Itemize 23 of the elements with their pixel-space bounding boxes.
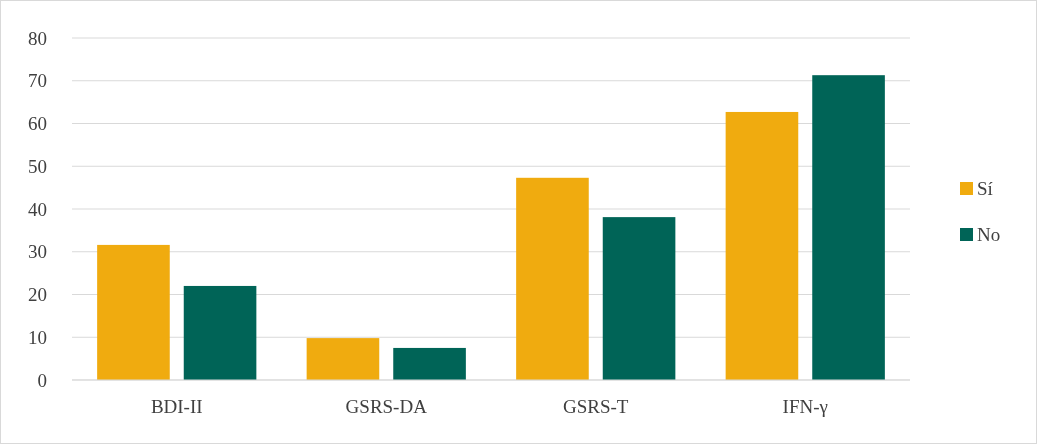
bar	[183, 285, 257, 380]
y-tick-label: 70	[28, 70, 47, 92]
x-tick-label: BDI-II	[150, 396, 203, 417]
y-tick-label: 20	[28, 284, 47, 306]
y-tick-label: 30	[28, 241, 47, 263]
y-tick-label: 10	[28, 326, 47, 348]
x-tick-label: GSRS-DA	[345, 396, 428, 417]
bar	[602, 217, 676, 380]
bar	[97, 244, 170, 380]
x-tick-label: IFN-γ	[782, 396, 828, 417]
y-tick-label: 40	[28, 198, 47, 220]
y-tick-label: 0	[37, 369, 47, 391]
bar	[725, 111, 799, 380]
bar	[516, 177, 589, 380]
legend-label: Sí	[977, 177, 994, 199]
y-tick-label: 80	[28, 27, 47, 49]
y-tick-label: 50	[28, 155, 47, 177]
legend-label: No	[977, 223, 1001, 245]
bar	[393, 347, 466, 380]
bar	[306, 338, 380, 380]
bar	[812, 75, 885, 380]
x-tick-label: GSRS-T	[563, 396, 629, 417]
y-tick-label: 60	[28, 113, 47, 135]
